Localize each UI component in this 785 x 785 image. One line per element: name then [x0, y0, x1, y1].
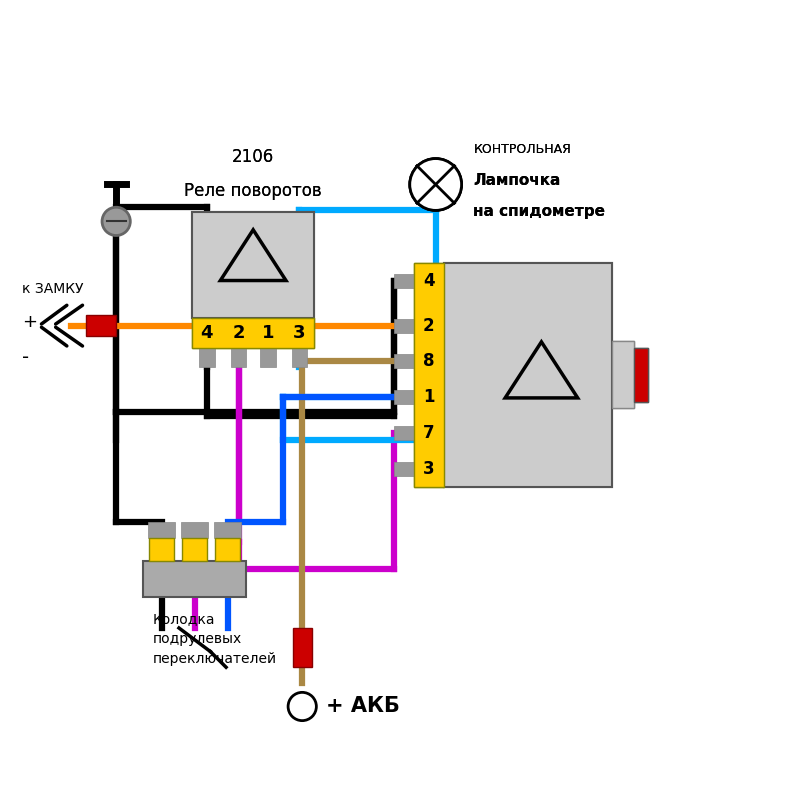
- Bar: [634, 348, 648, 402]
- Circle shape: [410, 159, 462, 210]
- Bar: [394, 319, 414, 333]
- Text: 2: 2: [232, 324, 245, 341]
- Bar: [291, 348, 307, 367]
- Polygon shape: [506, 342, 578, 398]
- Text: 4: 4: [423, 272, 434, 290]
- Text: к ЗАМКУ: к ЗАМКУ: [22, 282, 83, 296]
- Polygon shape: [221, 230, 286, 280]
- Text: переключателей: переключателей: [153, 652, 277, 666]
- Text: 4: 4: [201, 324, 214, 341]
- Bar: [260, 348, 276, 367]
- Bar: [143, 561, 246, 597]
- Text: КОНТРОЛЬНАЯ: КОНТРОЛЬНАЯ: [473, 143, 571, 155]
- Bar: [215, 538, 240, 561]
- Bar: [192, 212, 314, 318]
- Bar: [214, 522, 241, 538]
- Bar: [293, 628, 312, 667]
- Bar: [86, 316, 116, 336]
- Bar: [231, 348, 246, 367]
- Bar: [444, 263, 612, 487]
- Bar: [634, 348, 648, 402]
- Text: 4: 4: [201, 324, 214, 341]
- Bar: [192, 318, 314, 348]
- Bar: [444, 263, 612, 487]
- Text: 2: 2: [423, 316, 434, 334]
- Text: Лампочка: Лампочка: [473, 173, 560, 188]
- Text: 8: 8: [423, 352, 434, 371]
- Text: 1: 1: [261, 324, 274, 341]
- Bar: [414, 263, 444, 487]
- Text: 2: 2: [423, 316, 434, 334]
- Bar: [394, 354, 414, 368]
- Bar: [394, 274, 414, 288]
- Circle shape: [410, 159, 462, 210]
- Circle shape: [102, 207, 130, 236]
- Circle shape: [288, 692, 316, 721]
- Bar: [394, 462, 414, 476]
- Text: + АКБ: + АКБ: [326, 696, 400, 717]
- Text: 2106: 2106: [232, 148, 274, 166]
- Text: Реле поворотов: Реле поворотов: [184, 182, 322, 200]
- Text: 7: 7: [423, 424, 434, 442]
- Text: 1: 1: [423, 389, 434, 406]
- Text: 7: 7: [423, 424, 434, 442]
- Text: Лампочка: Лампочка: [473, 173, 560, 188]
- Text: 1: 1: [261, 324, 274, 341]
- Text: 8: 8: [423, 352, 434, 371]
- Text: на спидометре: на спидометре: [473, 204, 605, 220]
- Text: 1: 1: [423, 389, 434, 406]
- Text: Колодка: Колодка: [153, 612, 216, 626]
- Bar: [414, 263, 444, 487]
- Bar: [192, 318, 314, 348]
- Text: 3: 3: [423, 460, 434, 478]
- Text: 2106: 2106: [232, 148, 274, 166]
- Bar: [149, 538, 174, 561]
- Bar: [181, 522, 208, 538]
- Bar: [182, 538, 207, 561]
- Text: на спидометре: на спидометре: [473, 204, 605, 220]
- Text: 2: 2: [232, 324, 245, 341]
- Bar: [612, 341, 634, 408]
- Bar: [612, 341, 634, 408]
- Text: подрулевых: подрулевых: [153, 632, 243, 646]
- Text: 3: 3: [293, 324, 305, 341]
- Bar: [394, 426, 414, 440]
- Text: +: +: [22, 312, 37, 330]
- Bar: [199, 348, 215, 367]
- Text: 3: 3: [293, 324, 305, 341]
- Bar: [192, 212, 314, 318]
- Bar: [148, 522, 175, 538]
- Text: 4: 4: [423, 272, 434, 290]
- Text: 3: 3: [423, 460, 434, 478]
- Text: КОНТРОЛЬНАЯ: КОНТРОЛЬНАЯ: [473, 143, 571, 155]
- Text: -: -: [22, 348, 29, 367]
- Bar: [394, 390, 414, 404]
- Text: Реле поворотов: Реле поворотов: [184, 182, 322, 200]
